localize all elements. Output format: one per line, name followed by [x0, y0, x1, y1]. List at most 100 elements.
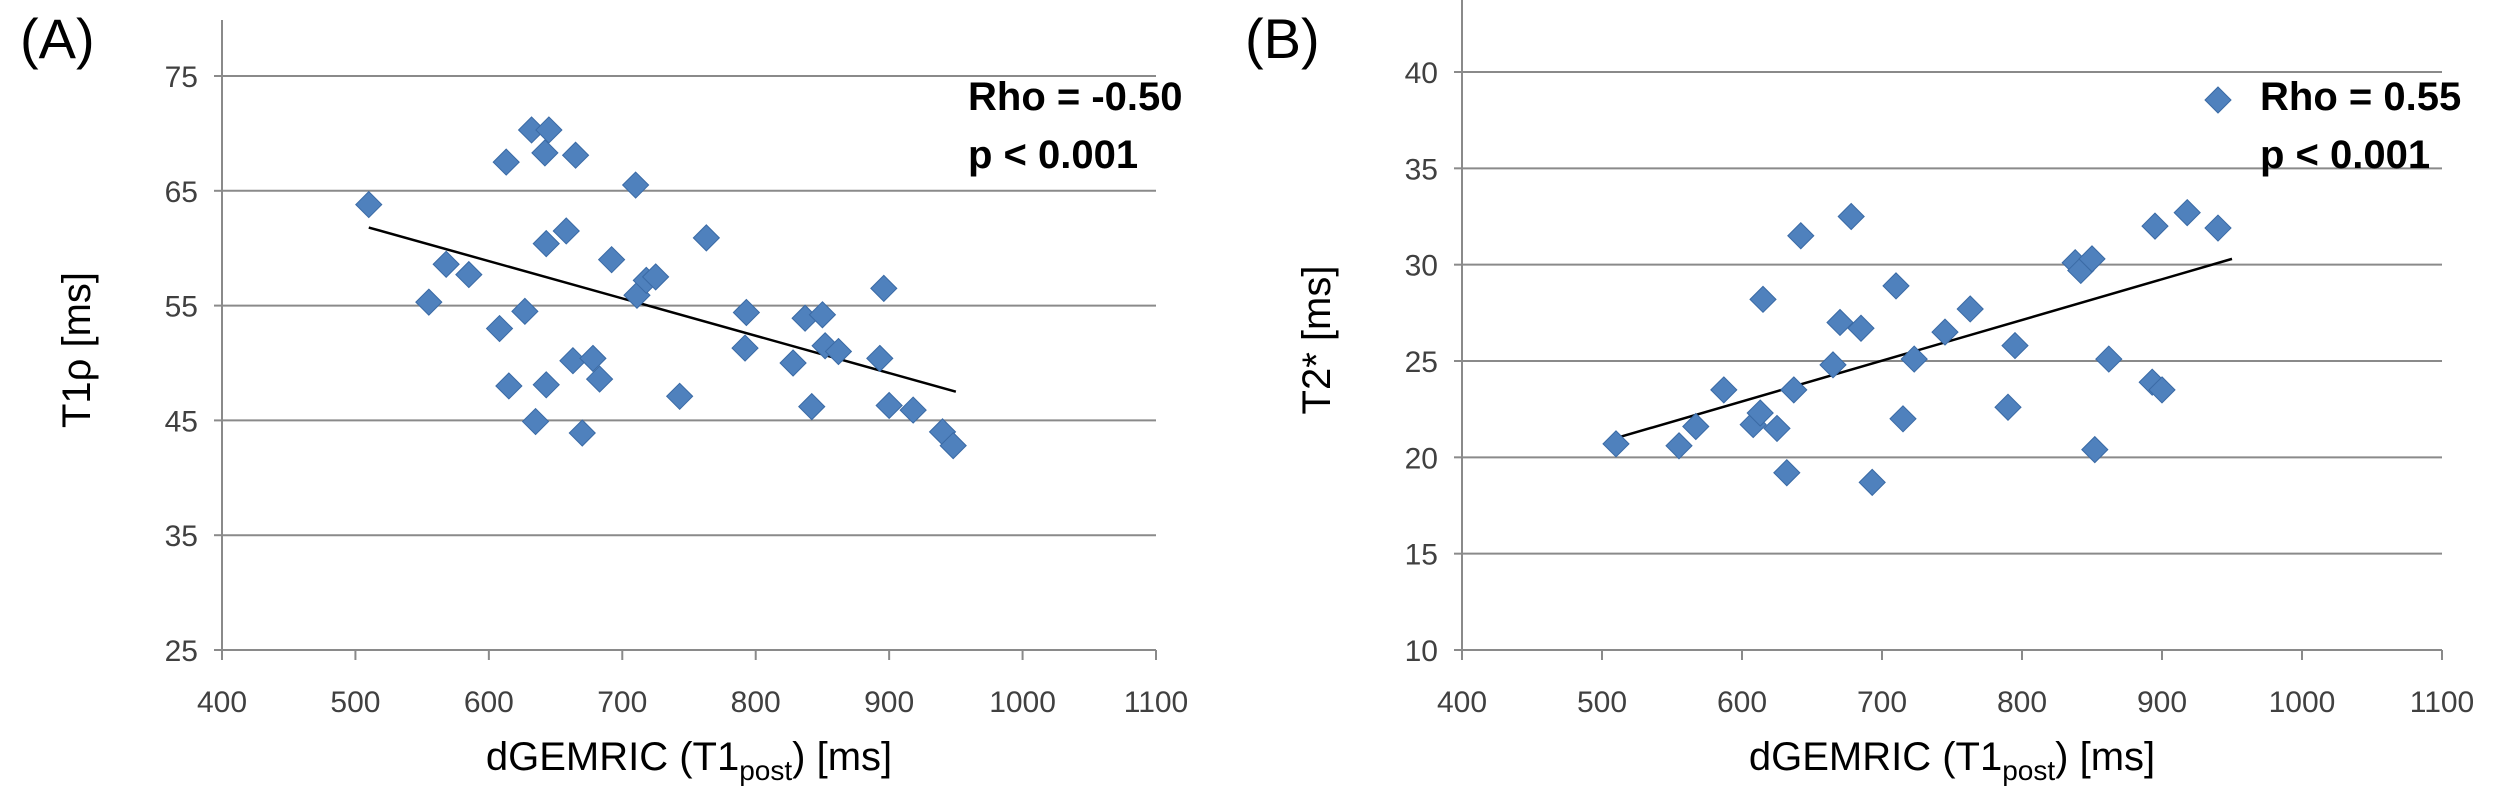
- data-point: [731, 334, 759, 362]
- data-point: [875, 391, 903, 420]
- data-point: [415, 288, 443, 316]
- data-point: [824, 337, 853, 366]
- p-value-annotation: p < 0.001: [968, 133, 1138, 177]
- x-tick-label: 800: [731, 686, 781, 719]
- data-point: [1749, 285, 1777, 314]
- data-point: [665, 382, 694, 410]
- chart-panel-a: (A) 25 35 45 55 65 75 400 500 600 700 800 900 1000 110…: [20, 7, 1188, 786]
- x-tick-label: 500: [1577, 686, 1627, 719]
- data-point: [552, 217, 580, 245]
- data-point: [532, 371, 560, 399]
- data-point: [870, 274, 898, 303]
- x-axis-title-prefix: dGEMRIC (T1: [1749, 735, 2002, 779]
- x-axis-title-suffix: ) [ms]: [792, 735, 892, 779]
- data-point: [495, 372, 523, 400]
- x-tick-label: 600: [464, 686, 514, 719]
- legend-marker: [2204, 86, 2232, 114]
- data-point: [1746, 399, 1774, 427]
- data-point: [521, 407, 550, 436]
- y-axis-title: T2* [ms]: [1295, 266, 1339, 415]
- data-point: [1956, 295, 1984, 323]
- data-point: [779, 349, 807, 377]
- y-tick-label: 30: [1405, 250, 1438, 283]
- x-axis-title: dGEMRIC (T1post) [ms]: [1749, 735, 2155, 786]
- data-point: [808, 301, 837, 329]
- data-point: [621, 171, 650, 199]
- y-tick-label: 35: [165, 520, 198, 553]
- data-point: [1847, 314, 1875, 342]
- x-tick-label: 1100: [1124, 686, 1189, 719]
- data-point: [585, 365, 614, 393]
- data-point: [2204, 214, 2232, 242]
- data-point: [1819, 351, 1847, 379]
- data-point: [532, 229, 560, 258]
- x-tick-label: 400: [197, 686, 247, 719]
- data-point: [1780, 376, 1808, 404]
- data-point: [1787, 222, 1815, 250]
- data-point: [432, 250, 460, 278]
- y-tick-label: 15: [1405, 539, 1438, 572]
- data-point: [732, 298, 761, 327]
- data-point: [1710, 376, 1738, 404]
- p-value-annotation: p < 0.001: [2260, 133, 2430, 177]
- data-point: [2141, 212, 2169, 240]
- data-point: [2173, 198, 2201, 227]
- data-point: [579, 344, 607, 373]
- y-tick-label: 25: [165, 635, 198, 668]
- x-axis-title-prefix: dGEMRIC (T1: [486, 735, 739, 779]
- data-point: [1602, 430, 1630, 458]
- y-tick-label: 75: [165, 61, 198, 94]
- data-point: [1858, 468, 1886, 497]
- data-point: [2081, 435, 2109, 464]
- chart-panel-b: (B) 10 15 20 25 30 35 40 400 500 600 700 800 900 1000 1…: [1245, 0, 2474, 786]
- x-tick-label: 900: [864, 686, 914, 719]
- data-point: [1994, 393, 2022, 421]
- y-tick-label: 35: [1405, 153, 1438, 186]
- trend-line: [368, 226, 957, 393]
- x-axis-title-suffix: ) [ms]: [2055, 735, 2155, 779]
- data-point: [2078, 245, 2106, 273]
- data-point: [641, 263, 670, 291]
- y-tick-label: 10: [1405, 635, 1438, 668]
- data-point: [1763, 414, 1791, 443]
- y-axis-title: T1ρ [ms]: [55, 272, 99, 428]
- y-tick-label: 65: [165, 176, 198, 209]
- y-tick-label: 40: [1405, 57, 1438, 90]
- x-tick-label: 800: [1997, 686, 2047, 719]
- data-point: [1889, 405, 1917, 433]
- data-point: [1900, 345, 1928, 373]
- rho-annotation: Rho = -0.50: [968, 75, 1183, 119]
- x-tick-label: 1100: [2410, 686, 2475, 719]
- data-point: [1773, 459, 1801, 487]
- data-point: [1665, 432, 1693, 460]
- x-tick-label: 500: [330, 686, 380, 719]
- data-point: [455, 260, 483, 289]
- data-point: [1682, 412, 1710, 441]
- trend-line: [1615, 257, 2233, 440]
- data-point: [1826, 308, 1854, 337]
- data-point: [492, 148, 520, 176]
- data-point: [485, 314, 514, 343]
- data-point: [355, 190, 383, 219]
- x-tick-label: 900: [2137, 686, 2187, 719]
- data-point: [1931, 318, 1959, 346]
- panel-label: (A): [20, 7, 95, 70]
- data-point: [531, 139, 559, 167]
- x-tick-label: 400: [1437, 686, 1487, 719]
- rho-annotation: Rho = 0.55: [2260, 75, 2461, 119]
- x-tick-label: 1000: [989, 686, 1056, 719]
- y-tick-label: 45: [165, 405, 198, 438]
- y-tick-label: 55: [165, 291, 198, 324]
- data-point: [535, 116, 563, 144]
- data-point: [511, 297, 539, 326]
- data-point: [1837, 202, 1865, 231]
- panel-label: (B): [1245, 7, 1320, 70]
- data-point: [2095, 345, 2123, 373]
- data-point: [561, 141, 590, 169]
- y-tick-label: 20: [1405, 442, 1438, 475]
- y-tick-label: 25: [1405, 346, 1438, 379]
- data-point: [2148, 376, 2176, 404]
- x-tick-label: 1000: [2269, 686, 2336, 719]
- x-axis-title-subscript: post: [2002, 755, 2055, 786]
